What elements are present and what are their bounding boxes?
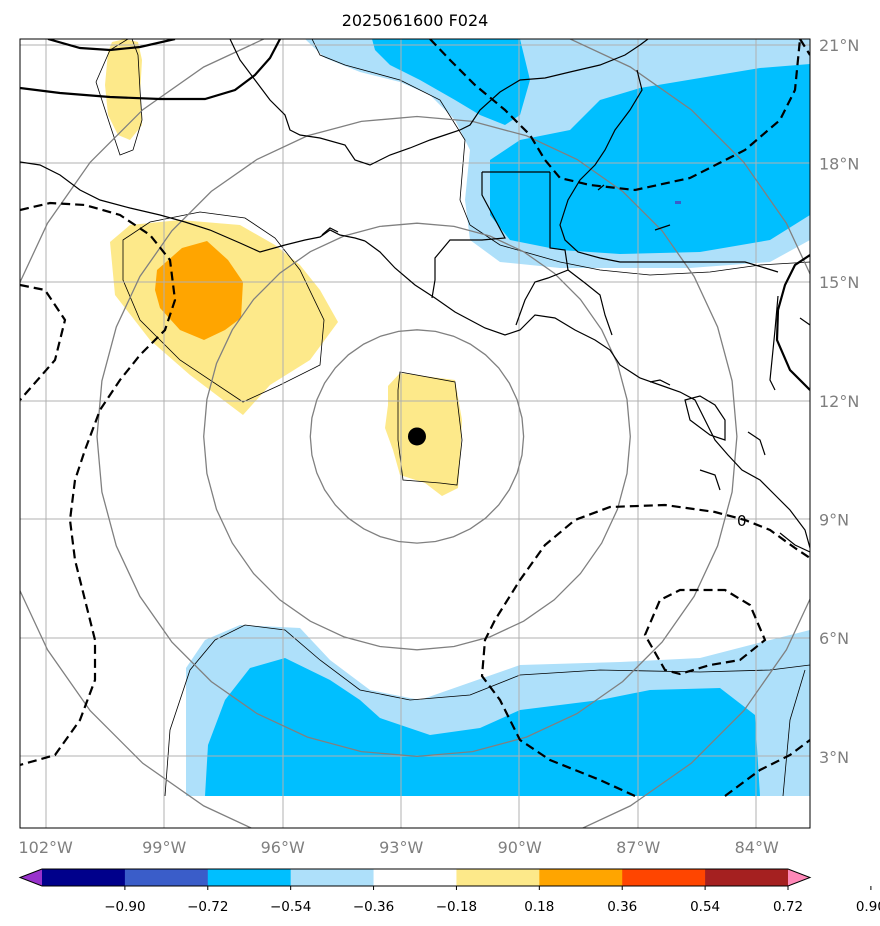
negative-anomaly-medium [205, 39, 810, 796]
contour-zero-label: 0 [737, 512, 747, 530]
colorbar-over-arrow [788, 869, 810, 886]
range-ring [203, 222, 631, 651]
colorbar-tick-labels: −0.90 −0.72 −0.54 −0.36 −0.18 0.18 0.36 0.54 0.7… [104, 886, 880, 915]
lat-label: 6°N [819, 629, 849, 648]
lon-label: 99°W [142, 838, 186, 857]
lat-label: 21°N [819, 36, 859, 55]
dark-blue-speck [675, 201, 681, 204]
lon-label: 102°W [18, 838, 73, 857]
colorbar-tick-label: −0.72 [187, 899, 228, 915]
lat-label: 15°N [819, 273, 859, 292]
colorbar-segment [207, 869, 292, 886]
colorbar-tick-label: −0.18 [436, 899, 477, 915]
lon-label: 90°W [498, 838, 542, 857]
lon-label: 84°W [735, 838, 779, 857]
colorbar-segment [622, 869, 706, 886]
map-title: 2025061600 F024 [342, 11, 489, 30]
lon-label: 87°W [616, 838, 660, 857]
colorbar-tick-label: 0.90 [856, 899, 880, 915]
lat-label: 18°N [819, 155, 859, 174]
colorbar-segment [290, 869, 375, 886]
colorbar-segment [373, 869, 457, 886]
range-ring [309, 329, 525, 544]
colorbar-tick-label: −0.36 [353, 899, 394, 915]
map-frame [19, 38, 811, 829]
colorbar-under-arrow [20, 869, 42, 886]
colorbar-tick-label: −0.54 [270, 899, 311, 915]
range-ring [96, 115, 738, 758]
dashed-contours [20, 39, 810, 798]
longitude-labels: 102°W 99°W 96°W 93°W 90°W 87°W 84°W [18, 838, 778, 857]
range-rings [20, 39, 810, 828]
colorbar-segment [539, 869, 623, 886]
colorbar-outline [18, 868, 812, 887]
colorbar-tick-label: −0.90 [104, 899, 145, 915]
thick-solid-contours [20, 39, 810, 391]
colorbar-tick-label: 0.36 [607, 899, 637, 915]
latitude-labels: 21°N 18°N 15°N 12°N 9°N 6°N 3°N [819, 36, 859, 767]
colorbar-segment [705, 869, 789, 886]
colorbar-segment [456, 869, 540, 886]
lat-label: 3°N [819, 748, 849, 767]
colorbar-tick-label: 0.54 [690, 899, 720, 915]
storm-center-marker [407, 427, 426, 446]
range-ring [20, 39, 810, 828]
lat-label: 9°N [819, 511, 849, 530]
colorbar-segment [124, 869, 209, 886]
colorbar-tick-label: 0.18 [524, 899, 554, 915]
map-area: 0 [20, 39, 810, 828]
colorbar [18, 868, 812, 887]
colorbar-tick-label: 0.72 [773, 899, 803, 915]
coastlines [20, 39, 810, 553]
positive-anomaly-orange [155, 241, 243, 340]
colorbar-segment [42, 869, 126, 886]
lat-label: 12°N [819, 392, 859, 411]
lon-label: 93°W [379, 838, 423, 857]
lon-label: 96°W [261, 838, 305, 857]
